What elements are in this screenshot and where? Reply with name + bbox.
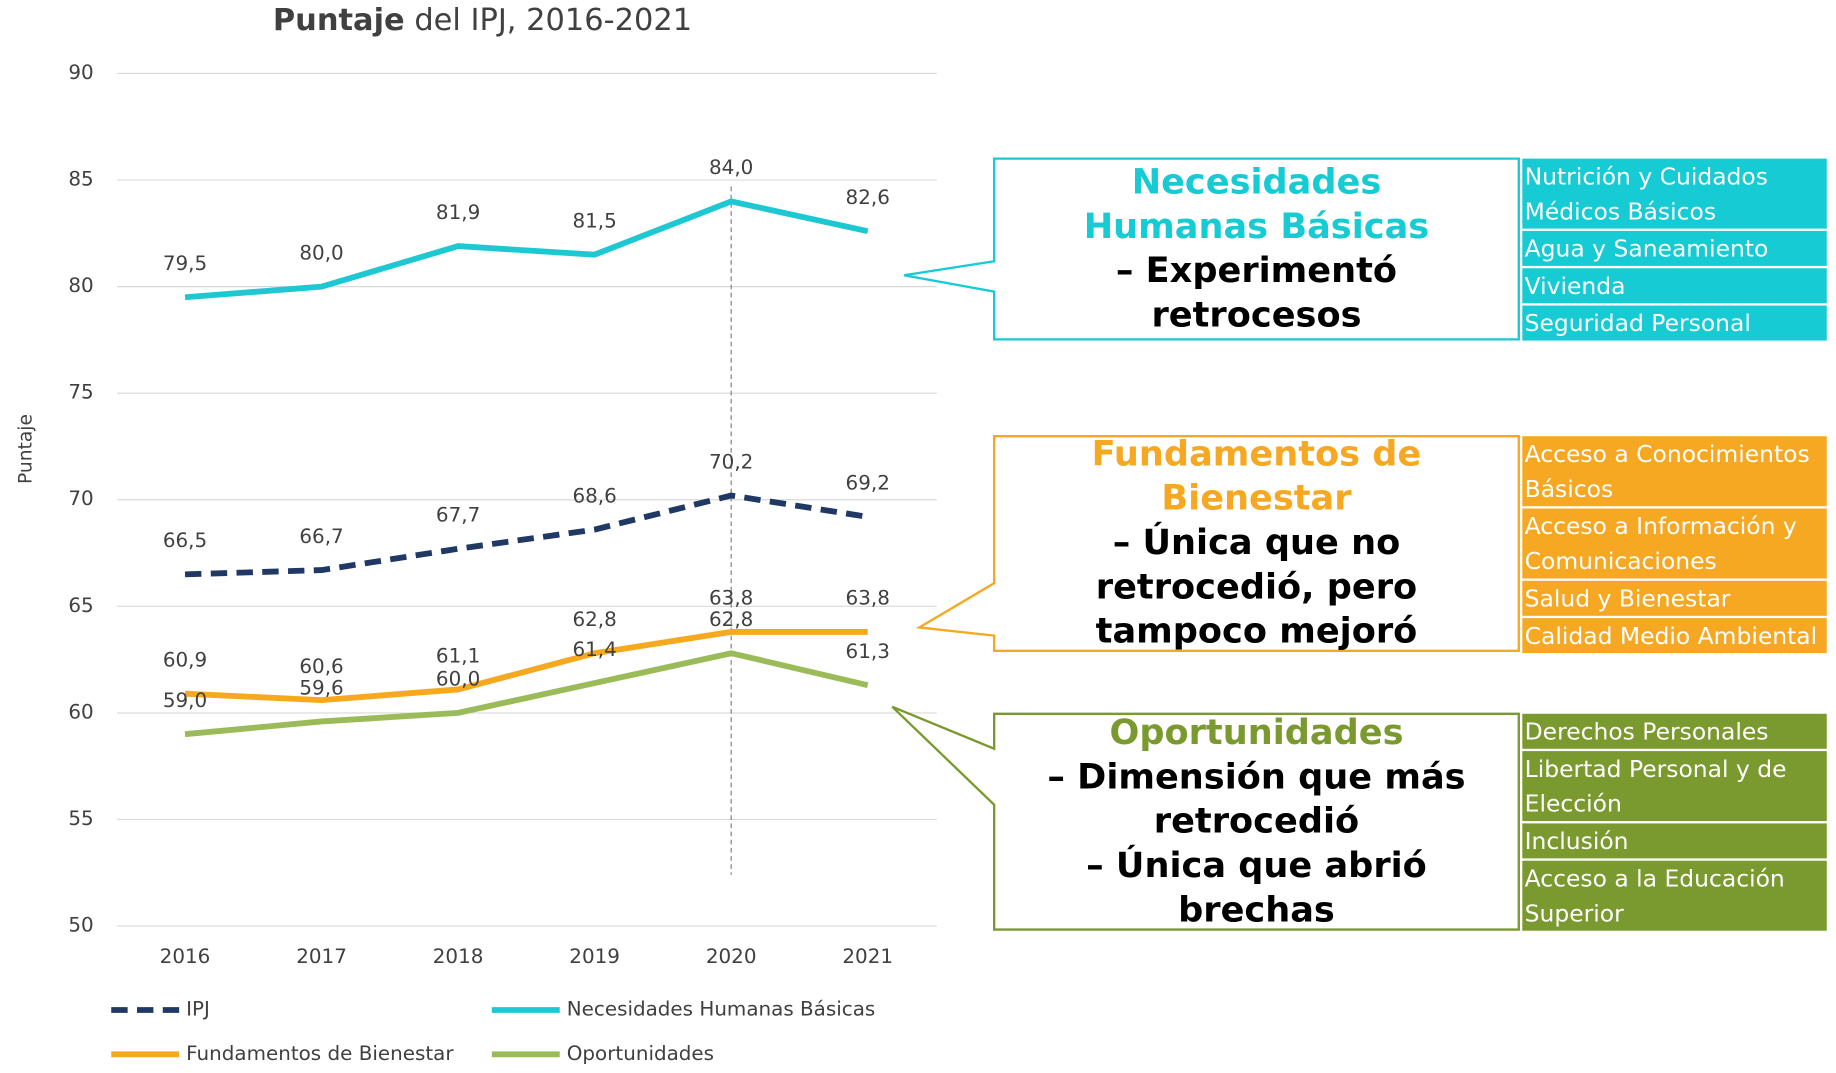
y-tick-label: 55: [68, 807, 93, 830]
series-line: [184, 628, 868, 704]
chart-title: Puntaje del IPJ, 2016-2021: [273, 3, 692, 38]
callout-body: – Única que abrió brechas: [1086, 844, 1427, 931]
series-line: [184, 492, 869, 578]
callout-item: Acceso a Información y Comunicaciones: [1522, 508, 1827, 579]
data-label: 62,8: [572, 608, 616, 631]
data-label: 62,8: [709, 608, 753, 631]
data-label: 81,9: [436, 201, 480, 224]
callout-item: Derechos Personales: [1522, 713, 1827, 749]
title-rest: del IPJ, 2016-2021: [405, 3, 692, 38]
x-tick-label: 2020: [706, 945, 757, 968]
callout-title: Oportunidades: [1109, 712, 1404, 753]
callout-item: Calidad Medio Ambiental: [1522, 618, 1827, 654]
y-tick-label: 90: [68, 61, 93, 84]
legend-label: IPJ: [186, 998, 210, 1021]
callout-item: Agua y Saneamiento: [1522, 230, 1827, 266]
callout-item: Libertad Personal y de Elección: [1522, 751, 1827, 822]
callout-item: Acceso a la Educación Superior: [1522, 860, 1827, 931]
series-line: [184, 650, 869, 738]
x-tick-label: 2018: [433, 945, 484, 968]
data-label: 60,9: [163, 649, 207, 672]
data-label: 59,0: [163, 689, 207, 712]
data-label: 68,6: [572, 484, 616, 507]
callout-items: Acceso a Conocimientos Básicos Acceso a I…: [1522, 436, 1827, 654]
y-tick-label: 70: [68, 487, 93, 510]
y-tick-label: 60: [68, 700, 93, 723]
x-tick-label: 2019: [569, 945, 620, 968]
y-tick-label: 65: [68, 594, 93, 617]
callout-item: Nutrición y Cuidados Médicos Básicos: [1522, 158, 1827, 229]
data-label: 70,2: [709, 450, 753, 473]
callout-title: Necesidades Humanas Básicas: [1083, 161, 1430, 247]
data-label: 69,2: [846, 472, 890, 495]
x-tick-label: 2021: [842, 945, 893, 968]
callout-body: – Única que no retrocedió, pero tampoco …: [1095, 522, 1418, 652]
legend-label: Oportunidades: [567, 1042, 714, 1065]
title-bold: Puntaje: [273, 3, 405, 38]
y-axis-label: Puntaje: [15, 414, 36, 484]
data-label: 61,3: [846, 640, 890, 663]
y-tick-label: 80: [68, 274, 93, 297]
series-line: [184, 198, 869, 301]
callout-body: – Experimentó retrocesos: [1115, 250, 1398, 336]
callout-item: Salud y Bienestar: [1522, 580, 1827, 616]
callout-item: Inclusión: [1522, 823, 1827, 859]
callout-text: Necesidades Humanas Básicas – Experimentó…: [994, 159, 1519, 340]
data-label: 63,8: [709, 587, 753, 610]
data-label: 66,7: [299, 525, 343, 548]
callout-box: [915, 435, 1520, 652]
callout-body: – Dimensión que más retrocedió: [1047, 756, 1466, 842]
data-label: 63,8: [846, 587, 890, 610]
data-label: 60,6: [299, 655, 343, 678]
y-tick-label: 85: [68, 168, 93, 191]
callout-text: Oportunidades – Dimensión que más retroce…: [994, 712, 1519, 931]
data-label: 61,1: [436, 644, 480, 667]
callout-item: Seguridad Personal: [1522, 305, 1827, 341]
data-label: 81,5: [572, 210, 616, 233]
data-label: 60,0: [436, 668, 480, 691]
data-label: 80,0: [299, 241, 343, 264]
data-label: 59,6: [299, 676, 343, 699]
callout-box: [903, 157, 1520, 341]
data-label: 82,6: [846, 186, 890, 209]
callout-title: Fundamentos de Bienestar: [1091, 433, 1422, 520]
x-tick-label: 2017: [296, 945, 347, 968]
legend-label: Necesidades Humanas Básicas: [567, 998, 876, 1021]
y-tick-label: 50: [68, 914, 93, 937]
callout-item: Vivienda: [1522, 268, 1827, 304]
data-label: 79,5: [163, 252, 207, 275]
callout-box: [891, 705, 1520, 931]
callout-item: Acceso a Conocimientos Básicos: [1522, 436, 1827, 507]
callout-items: Derechos Personales Libertad Personal y d…: [1522, 713, 1827, 931]
x-tick-label: 2016: [160, 945, 211, 968]
data-label: 84,0: [709, 156, 753, 179]
data-label: 61,4: [572, 638, 616, 661]
callout-text: Fundamentos de Bienestar – Única que no r…: [994, 433, 1519, 652]
y-tick-label: 75: [68, 381, 93, 404]
callout-items: Nutrición y Cuidados Médicos Básicos Agua…: [1522, 158, 1827, 341]
legend-label: Fundamentos de Bienestar: [186, 1042, 454, 1065]
data-label: 66,5: [163, 529, 207, 552]
data-label: 67,7: [436, 504, 480, 527]
